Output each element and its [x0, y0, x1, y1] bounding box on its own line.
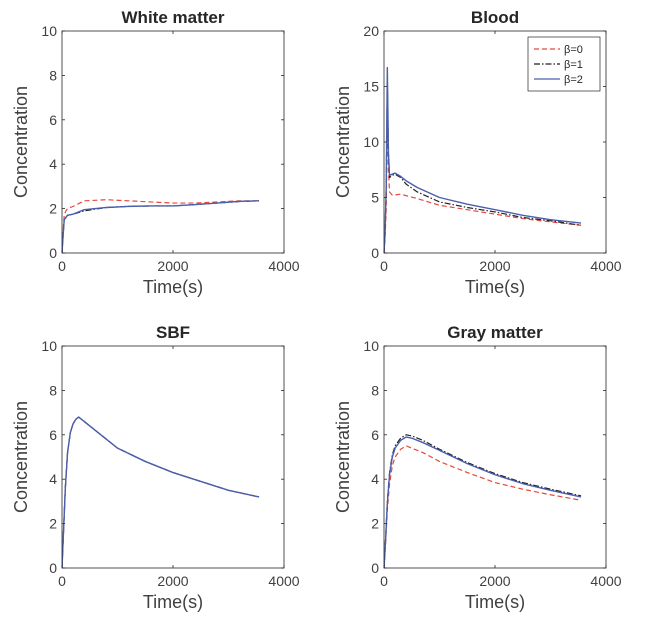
chart-title: White matter [122, 8, 225, 27]
y-tick-label: 0 [371, 560, 379, 576]
y-axis-label: Concentration [333, 401, 353, 513]
x-tick-label: 0 [380, 573, 388, 589]
series-line-1 [384, 434, 582, 568]
series-line-0 [384, 445, 582, 568]
y-tick-label: 10 [363, 338, 379, 354]
legend-box [527, 36, 601, 92]
y-tick-label: 15 [363, 79, 379, 95]
x-axis-label: Time(s) [143, 592, 203, 612]
chart-title: SBF [156, 323, 190, 342]
x-axis-label: Time(s) [465, 277, 525, 297]
series-line-2 [384, 436, 582, 568]
y-axis-label: Concentration [11, 86, 31, 198]
series-line-0 [62, 199, 260, 253]
y-tick-label: 2 [49, 516, 57, 532]
y-tick-label: 0 [49, 245, 57, 261]
series-line-1 [384, 80, 582, 253]
series-line-2 [62, 416, 260, 568]
y-tick-label: 0 [49, 560, 57, 576]
panel-1: Blood 0 5 10 15 20 0 2000 4000 Time(s) Concentrati… [333, 8, 622, 297]
legend-label-2: β=2 [564, 74, 583, 86]
panel-0: White matter 0 2 4 6 8 10 0 2000 4000 Time(s) Conce… [11, 8, 300, 297]
x-axis-label: Time(s) [143, 277, 203, 297]
series-line-0 [384, 113, 582, 253]
plot-frame [61, 345, 285, 569]
x-tick-label: 4000 [268, 258, 299, 274]
legend: β=0 β=1 β=2 [527, 36, 601, 92]
y-axis-label: Concentration [11, 401, 31, 513]
x-tick-label: 2000 [479, 258, 510, 274]
x-tick-label: 0 [380, 258, 388, 274]
y-tick-label: 4 [49, 156, 57, 172]
panel-3: Gray matter 0 2 4 6 8 10 0 2000 4000 Time(s) Concen… [333, 323, 622, 612]
y-axis-label: Concentration [333, 86, 353, 198]
x-tick-label: 4000 [590, 258, 621, 274]
panel-2: SBF 0 2 4 6 8 10 0 2000 4000 Time(s) Concentration [11, 323, 300, 612]
chart-title: Blood [471, 8, 519, 27]
x-tick-label: 2000 [479, 573, 510, 589]
y-tick-label: 4 [371, 471, 379, 487]
y-tick-label: 6 [49, 427, 57, 443]
chart-title: Gray matter [447, 323, 543, 342]
y-tick-label: 8 [49, 382, 57, 398]
series-line-1 [62, 416, 260, 568]
y-tick-label: 2 [49, 201, 57, 217]
y-tick-label: 10 [41, 338, 57, 354]
legend-label-1: β=1 [564, 59, 583, 71]
series-line-2 [384, 66, 582, 253]
x-tick-label: 2000 [157, 258, 188, 274]
series-line-0 [62, 416, 260, 568]
series-line-2 [62, 200, 260, 253]
y-tick-label: 6 [49, 112, 57, 128]
x-axis-label: Time(s) [465, 592, 525, 612]
y-tick-label: 6 [371, 427, 379, 443]
y-tick-label: 2 [371, 516, 379, 532]
x-tick-label: 2000 [157, 573, 188, 589]
y-tick-label: 8 [371, 382, 379, 398]
y-tick-label: 10 [363, 134, 379, 150]
x-tick-label: 0 [58, 258, 66, 274]
legend-label-0: β=0 [564, 44, 583, 56]
x-tick-label: 4000 [268, 573, 299, 589]
y-tick-label: 4 [49, 471, 57, 487]
plot-frame [61, 30, 285, 254]
y-tick-label: 0 [371, 245, 379, 261]
y-tick-label: 8 [49, 67, 57, 83]
x-tick-label: 0 [58, 573, 66, 589]
x-tick-label: 4000 [590, 573, 621, 589]
y-tick-label: 10 [41, 23, 57, 39]
y-tick-label: 20 [363, 23, 379, 39]
y-tick-label: 5 [371, 190, 379, 206]
plot-frame [383, 345, 607, 569]
